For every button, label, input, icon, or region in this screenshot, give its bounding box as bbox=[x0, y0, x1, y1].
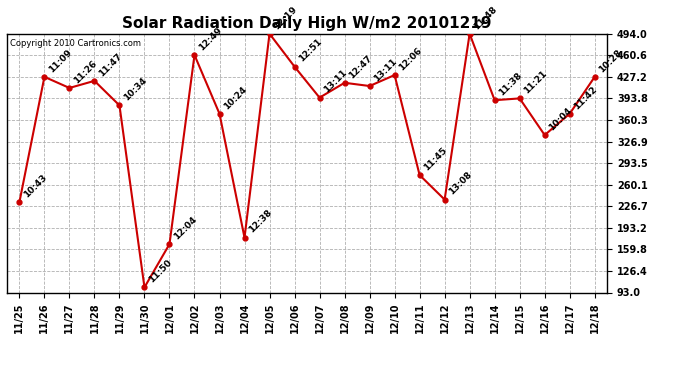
Text: 11:09: 11:09 bbox=[47, 48, 74, 74]
Text: 11:48: 11:48 bbox=[473, 4, 499, 31]
Text: 11:21: 11:21 bbox=[522, 69, 549, 96]
Text: 12:38: 12:38 bbox=[247, 208, 274, 235]
Text: 11:38: 11:38 bbox=[497, 71, 524, 98]
Text: 13:08: 13:08 bbox=[447, 170, 474, 197]
Text: 13:11: 13:11 bbox=[373, 57, 399, 83]
Text: 12:49: 12:49 bbox=[197, 26, 224, 52]
Text: 12:06: 12:06 bbox=[397, 46, 424, 72]
Text: 10:28: 10:28 bbox=[598, 48, 624, 74]
Text: Copyright 2010 Cartronics.com: Copyright 2010 Cartronics.com bbox=[10, 39, 141, 48]
Text: 11:50: 11:50 bbox=[147, 258, 174, 285]
Text: 10:43: 10:43 bbox=[22, 173, 49, 200]
Text: 11:26: 11:26 bbox=[72, 58, 99, 85]
Text: 12:19: 12:19 bbox=[273, 4, 299, 31]
Text: 13:11: 13:11 bbox=[322, 68, 349, 95]
Text: 12:04: 12:04 bbox=[172, 215, 199, 242]
Text: 12:47: 12:47 bbox=[347, 53, 374, 80]
Text: 12:51: 12:51 bbox=[297, 37, 324, 64]
Text: 10:24: 10:24 bbox=[222, 84, 249, 111]
Text: 10:34: 10:34 bbox=[122, 76, 149, 103]
Title: Solar Radiation Daily High W/m2 20101219: Solar Radiation Daily High W/m2 20101219 bbox=[122, 16, 492, 31]
Text: 11:45: 11:45 bbox=[422, 146, 449, 172]
Text: 10:04: 10:04 bbox=[547, 106, 574, 132]
Text: 11:47: 11:47 bbox=[97, 51, 124, 78]
Text: 11:42: 11:42 bbox=[573, 84, 599, 111]
